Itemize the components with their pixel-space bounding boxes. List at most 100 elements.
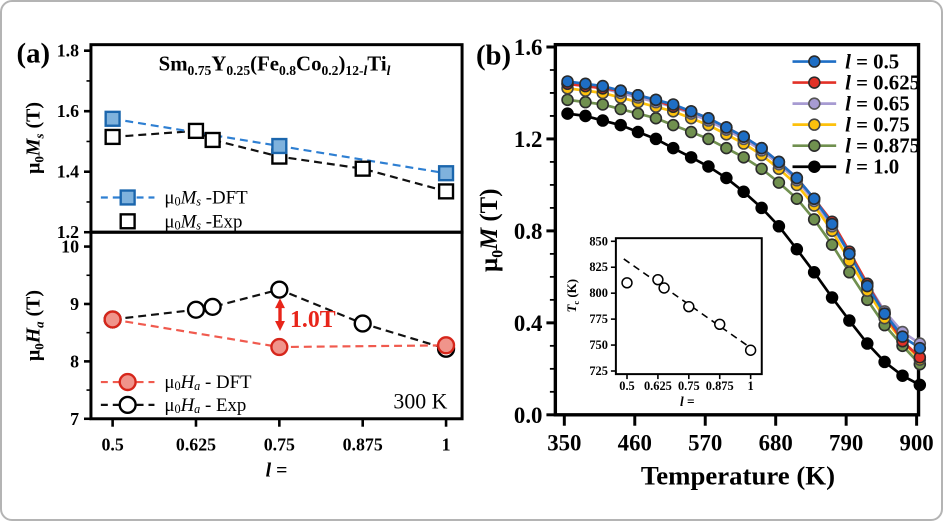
data-point <box>807 213 821 226</box>
data-point <box>737 185 750 199</box>
data-point <box>684 125 698 139</box>
chart-b_inset: 725 750 775 800 825 850 0.5 0.625 0.75 0.875 1 Tc (… <box>565 234 763 409</box>
x-tick-label: 460 <box>618 431 652 456</box>
x-axis-label: l = <box>680 394 695 409</box>
data-point <box>720 141 733 155</box>
data-point <box>649 111 663 125</box>
data-point <box>203 297 222 316</box>
data-point <box>631 125 645 139</box>
data-point <box>720 121 733 134</box>
legend-item-ms-dft: μ0Ms -DFT <box>100 187 248 209</box>
panel-b-label: (b) <box>476 40 511 72</box>
data-point <box>825 217 839 231</box>
y-tick-label: 10 <box>61 237 79 257</box>
data-point <box>561 75 574 88</box>
series-markers-l-1-0 <box>561 107 927 392</box>
legend-item-l-0-625: l = 0.625 <box>792 71 920 95</box>
x-tick-label: 680 <box>759 431 793 456</box>
chart-a_top: 1.2 1.4 1.6 1.8 μ0Ms (T) Sm0.75Y0.25(Fe0.8Co0… <box>22 41 464 242</box>
data-point <box>614 102 627 116</box>
data-point <box>843 266 856 279</box>
legend-item-l-0-875: l = 0.875 <box>792 134 920 158</box>
data-point <box>825 238 839 251</box>
legend-item-l-0-65: l = 0.65 <box>792 92 910 116</box>
y-tick-label: 750 <box>589 338 608 352</box>
data-point <box>658 282 670 294</box>
legend-marker <box>808 97 821 110</box>
legend-label: l = 0.75 <box>845 113 910 137</box>
data-point <box>772 155 786 169</box>
data-point <box>702 132 715 146</box>
y-tick-label: 1.8 <box>57 41 79 61</box>
data-point <box>437 165 455 182</box>
data-point <box>807 192 821 205</box>
y-axis-label: μ0Ms (T) <box>22 102 46 174</box>
data-point <box>579 109 592 123</box>
data-point <box>579 77 592 91</box>
series-line-ms-exp <box>112 129 447 193</box>
data-point <box>790 243 804 256</box>
trend-line <box>623 258 754 350</box>
data-point <box>104 110 121 127</box>
data-point <box>270 280 289 299</box>
data-point <box>104 128 121 146</box>
legend-label: l = 1.0 <box>845 155 899 179</box>
data-point <box>772 220 786 233</box>
data-point <box>666 141 680 155</box>
data-point <box>683 300 695 313</box>
legend-item-l-0-5: l = 0.5 <box>792 50 899 74</box>
data-point <box>631 107 645 120</box>
data-point <box>666 98 680 111</box>
x-tick-label: 790 <box>829 431 863 456</box>
legend-marker <box>808 55 821 68</box>
legend-marker <box>808 139 821 152</box>
data-point <box>755 201 768 215</box>
y-tick-label: 1.6 <box>57 101 79 121</box>
legend-item-l-1-0: l = 1.0 <box>792 155 899 179</box>
data-point <box>702 160 715 173</box>
chart-b_main: 0.0 0.4 0.8 1.2 1.6 350 460 570 680 790 900 μ0M (T)… <box>476 34 934 490</box>
x-axis: 350 460 570 680 790 900 <box>547 414 934 456</box>
x-tick-label: 350 <box>547 431 581 456</box>
x-tick-label: 0.75 <box>264 435 295 455</box>
data-point <box>596 98 610 111</box>
y-axis-label: μ0M (T) <box>476 188 506 271</box>
legend-item-ha-exp: μ0Ha - Exp <box>100 394 246 416</box>
legend-label: μ0Ha - DFT <box>164 372 252 394</box>
y-tick-label: 800 <box>589 286 608 300</box>
x-tick-label: 0.625 <box>176 435 216 455</box>
legend-label: μ0Ms -DFT <box>164 187 248 209</box>
legend-marker <box>119 213 136 230</box>
legend-item-l-0-75: l = 0.75 <box>792 113 910 137</box>
series-group <box>561 75 927 392</box>
data-point <box>631 88 645 102</box>
x-tick-label: 0.875 <box>343 435 383 455</box>
data-point <box>684 105 698 118</box>
series-group <box>621 273 757 356</box>
series-line-ha-exp <box>112 288 447 350</box>
data-point <box>772 176 786 189</box>
chart-a_bottom: 7 8 9 10 0.5 0.625 0.75 0.875 1 μ0Ha (T) l = 1.0T 30… <box>22 230 464 481</box>
data-point <box>187 122 205 140</box>
legend-item-ha-dft: μ0Ha - DFT <box>100 372 252 394</box>
data-point <box>649 93 663 107</box>
data-point <box>561 107 574 120</box>
legend-label: l = 0.875 <box>845 134 920 158</box>
series-group <box>103 280 456 358</box>
plot-frame <box>89 230 464 421</box>
data-point <box>720 171 733 185</box>
data-point <box>896 330 909 343</box>
data-point <box>702 111 715 125</box>
x-tick-label: 0.75 <box>678 379 700 393</box>
data-point <box>596 79 610 93</box>
data-point <box>270 337 289 357</box>
series-markers-tc-exp <box>621 273 757 356</box>
legend-marker <box>808 76 821 89</box>
data-point <box>103 310 122 329</box>
x-axis-label: l = <box>266 459 288 481</box>
data-point <box>186 300 206 319</box>
y-tick-label: 1.4 <box>57 162 79 182</box>
data-point <box>614 118 627 132</box>
